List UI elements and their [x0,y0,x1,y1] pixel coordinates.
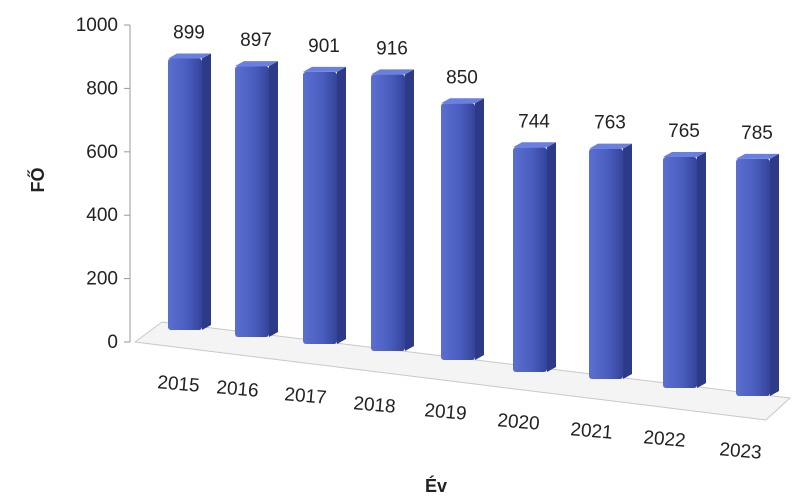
bar-front [513,147,547,372]
bar-front [663,156,697,388]
bar [303,66,346,344]
bar-side [202,53,211,330]
data-label: 897 [240,30,272,51]
bar-top [736,153,779,159]
data-label: 899 [173,23,205,44]
data-label: 744 [518,111,550,132]
bar [663,151,706,388]
x-tick-label: 2015 [157,372,201,397]
y-axis-title: FŐ [27,168,48,193]
x-axis-tick-labels: 2015 2016 2017 2018 2019 2020 2021 2022 2023 [157,372,763,464]
bar-top [441,98,484,104]
y-tick-label: 400 [86,205,118,226]
bar-front [303,71,337,344]
y-tick-label: 600 [86,142,118,163]
bar-top [513,142,556,148]
x-tick-label: 2018 [353,393,397,418]
bar-side [623,143,632,379]
bar-front [371,74,405,352]
bar-side [697,151,706,388]
x-tick-label: 2022 [643,427,687,452]
data-label: 901 [308,36,340,57]
bar-front [168,58,202,330]
bar-side [475,98,484,361]
bar-top [371,69,414,75]
y-tick-label: 0 [107,332,118,353]
floor-plane [133,321,792,421]
bar [235,61,278,338]
bar [736,153,779,396]
bar-top [235,61,278,67]
x-tick-label: 2019 [424,400,468,425]
data-label: 785 [741,123,773,144]
bar [441,98,484,361]
x-tick-label: 2017 [284,384,328,409]
bar-front [235,66,269,337]
data-label: 765 [668,121,700,142]
bar [168,53,211,330]
bar-top [663,151,706,157]
bar-top [589,143,632,149]
x-tick-label: 2021 [570,419,614,444]
x-axis-title: Év [425,475,447,496]
x-tick-label: 2020 [497,410,541,435]
data-label: 850 [446,67,478,88]
bar-side [770,153,779,396]
bar [513,142,556,372]
bars [168,53,779,396]
data-label: 763 [594,113,626,134]
bar-front [589,148,623,379]
x-tick-label: 2023 [719,439,763,464]
y-tick-label: 800 [86,78,118,99]
bar-front [736,158,770,396]
bar-side [405,69,414,352]
bar-side [547,142,556,372]
bar-top [303,66,346,72]
bar [371,69,414,352]
x-tick-label: 2016 [216,377,260,402]
y-tick-label: 1000 [76,15,118,36]
y-axis: 0 200 400 600 800 1000 [76,15,131,353]
bar-side [269,61,278,338]
data-labels: 899 897 901 916 850 744 763 765 785 [173,23,773,144]
data-label: 916 [376,38,408,59]
bar-top [168,53,211,59]
bar [589,143,632,379]
y-tick-label: 200 [86,269,118,290]
plot-floor [133,321,792,421]
bar-front [441,103,475,361]
bar-side [337,66,346,344]
